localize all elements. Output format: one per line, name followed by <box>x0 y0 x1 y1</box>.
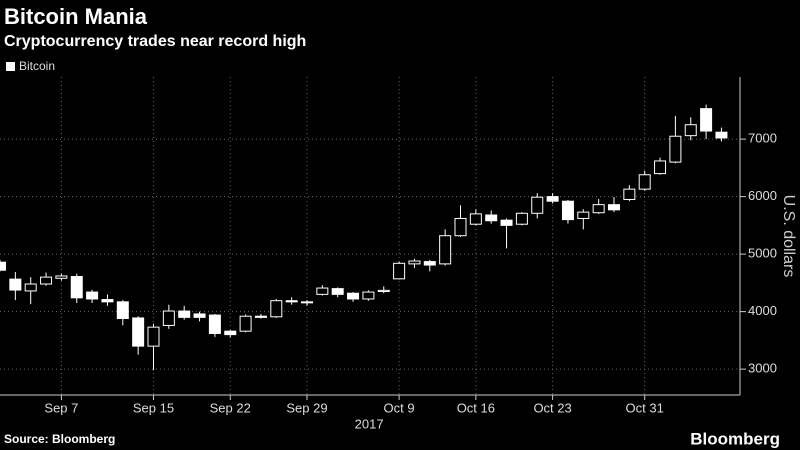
candle-body <box>0 261 6 271</box>
candle-body <box>669 135 682 163</box>
y-tick-label: 6000 <box>748 188 777 203</box>
x-tick-label: Sep 7 <box>44 400 78 415</box>
candle-body <box>301 301 313 304</box>
candle-body <box>116 301 129 320</box>
candle-body <box>101 299 114 303</box>
y-tick-label: 4000 <box>748 303 777 318</box>
x-tick-label: Sep 29 <box>286 400 327 415</box>
candle-body <box>316 287 329 295</box>
x-tick-label: Oct 31 <box>626 400 664 415</box>
candle-body <box>270 300 283 318</box>
candle-body <box>55 275 68 279</box>
candle-body <box>439 235 452 265</box>
source: Source: Bloomberg <box>4 432 115 446</box>
candle-body <box>377 289 390 292</box>
candle-body <box>531 196 544 214</box>
candle-body <box>577 211 590 219</box>
candle-body <box>485 214 498 222</box>
chart-title: Bitcoin Mania <box>4 4 148 29</box>
candle-body <box>561 200 574 221</box>
candle-body <box>408 260 421 265</box>
candle-body <box>623 188 636 200</box>
candle-body <box>24 283 37 292</box>
candle-body <box>546 196 559 202</box>
candle-body <box>592 204 605 214</box>
candle-body <box>285 300 298 303</box>
candle-body <box>178 310 191 318</box>
candle-body <box>254 315 267 318</box>
x-tick-label: Sep 22 <box>210 400 251 415</box>
candle-body <box>362 291 375 300</box>
candle-body <box>224 330 237 336</box>
candle-body <box>331 288 344 295</box>
candle-body <box>70 276 83 299</box>
candle-body <box>147 326 160 347</box>
year-label: 2017 <box>355 416 384 431</box>
candle-body <box>608 204 620 211</box>
x-tick-label: Oct 9 <box>384 400 415 415</box>
brand: Bloomberg <box>690 429 780 448</box>
candle-body <box>638 174 651 190</box>
candle-body <box>715 131 728 139</box>
chart-subtitle: Cryptocurrency trades near record high <box>4 33 306 50</box>
candle-body <box>208 314 221 334</box>
candle-body <box>239 315 252 332</box>
candle-body <box>9 278 22 291</box>
candle-body <box>193 313 206 318</box>
candle-body <box>162 310 175 326</box>
candle-body <box>684 124 697 137</box>
candle-body <box>454 217 467 237</box>
legend-label: Bitcoin <box>19 59 55 73</box>
y-tick-label: 3000 <box>748 361 777 376</box>
candle-body <box>40 276 53 285</box>
x-tick-label: Oct 23 <box>533 400 571 415</box>
candle-body <box>86 291 99 300</box>
candle-body <box>500 219 513 226</box>
y-tick-label: 5000 <box>748 246 777 261</box>
candle-body <box>654 160 667 175</box>
candle-body <box>393 262 406 280</box>
legend-swatch <box>6 62 15 71</box>
candle-body <box>132 317 145 347</box>
x-tick-label: Oct 16 <box>457 400 495 415</box>
y-axis-label: U.S. dollars <box>780 195 797 278</box>
candle-body <box>515 212 528 225</box>
x-tick-label: Sep 15 <box>133 400 174 415</box>
y-tick-label: 7000 <box>748 131 777 146</box>
candle-body <box>700 108 713 132</box>
candle-body <box>469 213 482 225</box>
candle-body <box>347 292 360 300</box>
candle-body <box>423 261 436 266</box>
